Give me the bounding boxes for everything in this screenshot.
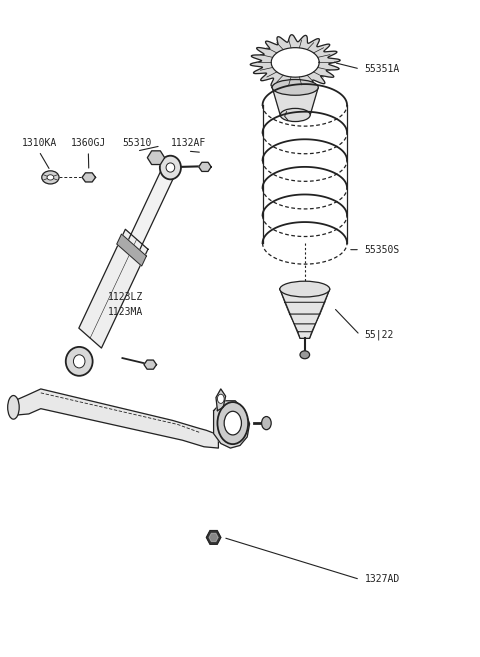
Polygon shape [298, 332, 312, 338]
Polygon shape [280, 289, 330, 302]
Text: 55351A: 55351A [365, 64, 400, 74]
Ellipse shape [8, 396, 19, 419]
Ellipse shape [262, 417, 271, 430]
Polygon shape [272, 87, 318, 115]
Ellipse shape [73, 355, 85, 368]
Text: 1310KA: 1310KA [22, 138, 57, 148]
Ellipse shape [280, 281, 330, 297]
Polygon shape [206, 531, 221, 544]
Ellipse shape [217, 394, 224, 403]
Polygon shape [117, 234, 146, 266]
Ellipse shape [166, 163, 175, 172]
Text: 55|22: 55|22 [365, 330, 394, 340]
Polygon shape [216, 389, 226, 411]
Polygon shape [10, 389, 218, 448]
Polygon shape [199, 162, 211, 171]
Ellipse shape [272, 79, 318, 95]
Polygon shape [82, 173, 96, 182]
Polygon shape [271, 48, 319, 77]
Text: 1327AD: 1327AD [365, 574, 400, 585]
Ellipse shape [217, 402, 248, 444]
Ellipse shape [160, 156, 181, 179]
Polygon shape [250, 35, 340, 90]
Ellipse shape [66, 347, 93, 376]
Text: 1360GJ: 1360GJ [71, 138, 106, 148]
Polygon shape [285, 302, 325, 314]
Polygon shape [294, 324, 315, 332]
Ellipse shape [47, 175, 54, 180]
Ellipse shape [224, 411, 241, 435]
Polygon shape [79, 229, 148, 348]
Polygon shape [214, 401, 250, 448]
Polygon shape [147, 151, 165, 164]
Ellipse shape [42, 171, 59, 184]
Polygon shape [209, 533, 218, 541]
Text: 1123MA: 1123MA [108, 307, 143, 317]
Polygon shape [289, 314, 320, 324]
Polygon shape [126, 162, 176, 254]
Text: 1132AF: 1132AF [170, 138, 205, 148]
Ellipse shape [300, 351, 310, 359]
Ellipse shape [280, 108, 310, 122]
Polygon shape [144, 360, 156, 369]
Text: 55350S: 55350S [365, 244, 400, 255]
Text: 55310: 55310 [122, 138, 152, 148]
Text: 1123LZ: 1123LZ [108, 292, 143, 302]
